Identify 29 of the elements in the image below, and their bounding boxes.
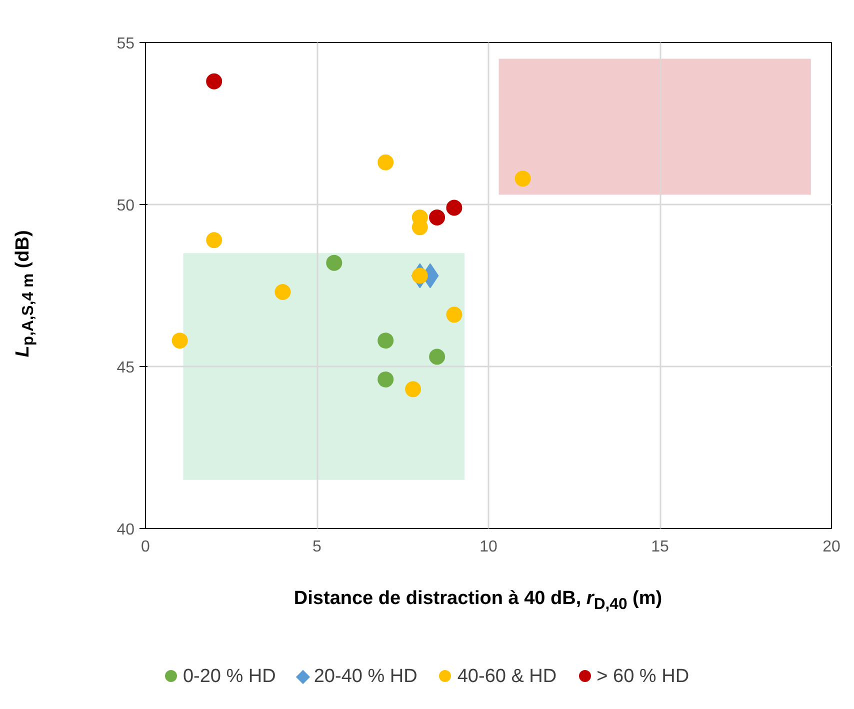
point [446, 306, 462, 323]
x-tick-label: 20 [822, 538, 840, 556]
y-tick-label: 50 [116, 198, 135, 214]
point [378, 332, 394, 349]
point [446, 200, 462, 216]
point [326, 254, 342, 271]
legend-label: > 60 % HD [596, 666, 690, 687]
legend-label: 20-40 % HD [312, 666, 418, 687]
point [172, 332, 188, 349]
x-tick-label: 15 [651, 538, 669, 556]
y-tick-label: 55 [116, 36, 135, 52]
x-tick-label: 10 [480, 538, 498, 556]
point [405, 381, 422, 398]
point [206, 232, 222, 248]
x-tick-label: 5 [312, 538, 322, 556]
point [412, 268, 428, 284]
y-tick-label: 40 [116, 522, 135, 538]
legend-label: 0-20 % HD [182, 666, 276, 687]
point [378, 371, 394, 388]
x-tick-label: 0 [141, 538, 150, 556]
point [274, 284, 291, 300]
point [206, 73, 222, 90]
y-tick-label: 45 [116, 360, 135, 376]
point [378, 154, 394, 170]
point [429, 348, 446, 365]
point [514, 170, 531, 187]
legend-label: 40-60 & HD [456, 666, 557, 687]
x-axis-title: Distance de distraction à 40 dB, r$_{D,40}$ (m) [292, 587, 664, 615]
point [429, 209, 446, 226]
